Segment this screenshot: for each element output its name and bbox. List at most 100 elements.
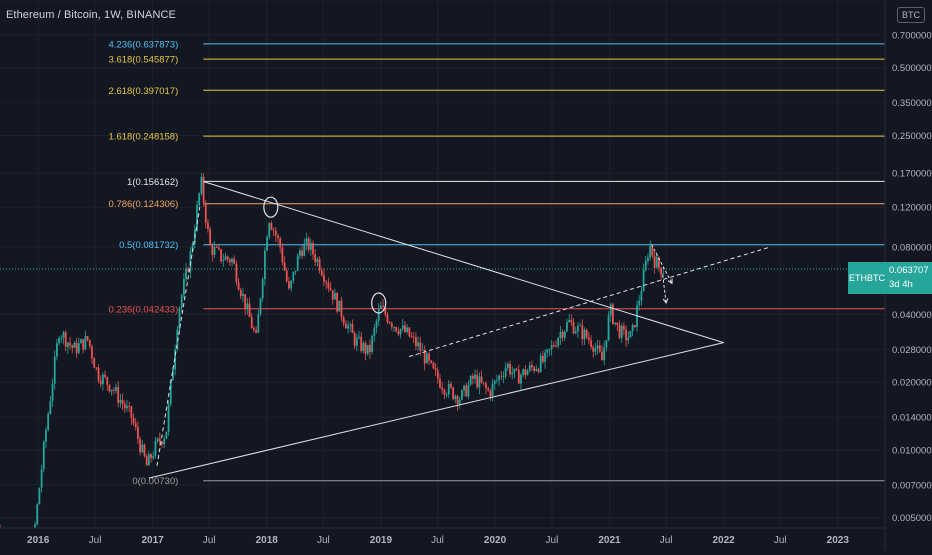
- candle-body: [39, 488, 41, 504]
- candle-body: [301, 251, 303, 256]
- candle-body: [494, 381, 496, 384]
- candle-body: [369, 345, 371, 352]
- candle-body: [398, 331, 400, 334]
- candle-body: [220, 249, 222, 261]
- candle-body: [80, 339, 82, 343]
- fib-level-label: 4.236(0.637873): [109, 39, 179, 50]
- candle-body: [89, 340, 91, 347]
- candle-body: [115, 387, 117, 391]
- candle-body: [284, 262, 286, 270]
- candle-body: [415, 337, 417, 346]
- x-tick-label: 2020: [484, 535, 507, 546]
- candle-body: [78, 343, 80, 353]
- candle-body: [625, 329, 627, 340]
- last-price-value: 0.063707: [889, 264, 932, 278]
- y-tick-label: 0.005000: [892, 513, 932, 524]
- candle-body: [117, 387, 119, 403]
- candle-body: [640, 291, 642, 301]
- trendline-triangle-lower: [149, 343, 724, 478]
- candle-body: [253, 328, 255, 330]
- candle-body: [643, 270, 645, 291]
- candle-body: [312, 243, 314, 254]
- fib-level-label: 1(0.156162): [127, 177, 178, 188]
- candle-body: [67, 343, 69, 347]
- candle-body: [165, 432, 167, 439]
- candle-body: [538, 369, 540, 372]
- candle-body: [308, 238, 310, 249]
- candle-body: [645, 261, 647, 270]
- y-tick-label: 0.500000: [892, 63, 932, 74]
- currency-badge[interactable]: BTC: [897, 7, 925, 23]
- candle-body: [616, 323, 618, 325]
- candle-body: [56, 343, 58, 356]
- candle-body: [656, 257, 658, 267]
- candle-body: [231, 259, 233, 263]
- candle-body: [209, 229, 211, 245]
- candle-body: [218, 248, 220, 250]
- candle-body: [400, 329, 402, 334]
- candle-body: [573, 322, 575, 333]
- candle-body: [634, 325, 636, 327]
- candle-body: [443, 390, 445, 395]
- candle-body: [170, 380, 172, 404]
- candle-body: [610, 304, 612, 315]
- x-tick-label: Jul: [317, 535, 330, 546]
- candle-body: [446, 394, 448, 395]
- candle-body: [45, 430, 47, 442]
- candle-body: [356, 338, 358, 346]
- candle-body: [100, 380, 102, 384]
- candle-body: [406, 327, 408, 332]
- candle-body: [362, 343, 364, 351]
- candle-body: [144, 445, 146, 457]
- candle-body: [295, 271, 297, 272]
- candle-body: [575, 331, 577, 333]
- candle-body: [579, 325, 581, 326]
- candle-body: [109, 385, 111, 392]
- candle-body: [514, 369, 516, 373]
- candle-body: [229, 259, 231, 262]
- candle-body: [505, 368, 507, 376]
- candle-body: [271, 223, 273, 229]
- candle-body: [577, 326, 579, 332]
- candle-body: [157, 438, 159, 441]
- candle-body: [130, 406, 132, 418]
- candle-body: [557, 338, 559, 346]
- candle-body: [137, 427, 139, 439]
- candle-body: [498, 376, 500, 380]
- x-axis-panel: [0, 528, 932, 550]
- candle-body: [463, 386, 465, 391]
- candle-body: [227, 256, 229, 259]
- candle-body: [468, 385, 470, 397]
- fib-level-label: 0.5(0.081732): [119, 240, 178, 251]
- candle-body: [559, 332, 561, 338]
- y-tick-label: 0.010000: [892, 445, 932, 456]
- candle-body: [358, 337, 360, 338]
- candle-body: [190, 251, 192, 271]
- candle-body: [476, 375, 478, 388]
- candle-body: [367, 345, 369, 354]
- candle-body: [236, 264, 238, 282]
- candle-body: [485, 383, 487, 388]
- candle-body: [540, 356, 542, 372]
- candle-body: [599, 346, 601, 352]
- candle-body: [159, 438, 161, 441]
- x-tick-label: Jul: [89, 535, 102, 546]
- candle-body: [49, 401, 51, 414]
- candle-body: [275, 231, 277, 236]
- candle-body: [551, 345, 553, 349]
- x-tick-label: Jul: [203, 535, 216, 546]
- candle-body: [74, 343, 76, 348]
- candle-body: [524, 369, 526, 375]
- candle-body: [303, 244, 305, 256]
- candle-body: [203, 177, 205, 203]
- candle-body: [419, 343, 421, 351]
- candle-body: [496, 380, 498, 381]
- last-price-tag: 0.063707 3d 4h: [886, 262, 932, 294]
- candle-body: [181, 295, 183, 307]
- candle-body: [91, 346, 93, 358]
- candle-body: [555, 346, 557, 347]
- candle-body: [126, 406, 128, 408]
- candle-body: [568, 320, 570, 322]
